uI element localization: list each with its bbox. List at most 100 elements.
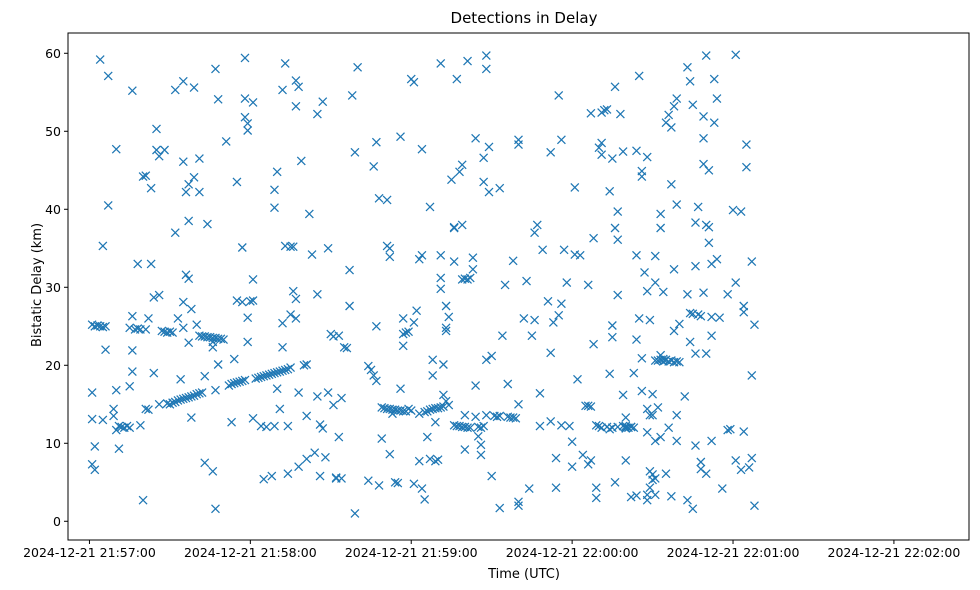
- data-point: [146, 183, 156, 193]
- data-point: [632, 335, 641, 344]
- data-point: [524, 484, 534, 493]
- data-point: [414, 456, 424, 466]
- data-point: [176, 395, 186, 405]
- data-point: [430, 456, 440, 466]
- data-point: [709, 118, 719, 128]
- data-point: [591, 493, 601, 503]
- data-point: [484, 142, 494, 152]
- data-point: [200, 458, 210, 468]
- data-point: [189, 83, 199, 93]
- data-point: [607, 332, 617, 342]
- data-point: [194, 187, 204, 197]
- data-point: [495, 411, 505, 421]
- data-point: [101, 321, 110, 331]
- data-point: [471, 412, 481, 422]
- data-point: [495, 503, 505, 513]
- data-point: [591, 420, 601, 430]
- data-point: [270, 421, 279, 431]
- data-point: [337, 393, 346, 403]
- data-point: [543, 296, 553, 306]
- data-point: [157, 326, 167, 336]
- data-point: [127, 346, 137, 355]
- data-point: [135, 420, 145, 430]
- data-point: [532, 220, 542, 230]
- data-point: [417, 484, 427, 493]
- y-tick-label: 0: [53, 514, 61, 529]
- data-point: [701, 51, 711, 61]
- data-point: [232, 177, 242, 187]
- data-point: [447, 175, 456, 185]
- data-point: [699, 133, 708, 143]
- data-point: [739, 301, 749, 311]
- data-point: [650, 278, 660, 288]
- data-point: [514, 501, 523, 511]
- data-point: [125, 381, 135, 391]
- data-point: [471, 133, 481, 143]
- data-point: [278, 85, 287, 95]
- data-point: [280, 58, 290, 68]
- data-point: [414, 254, 424, 264]
- data-point: [433, 403, 443, 413]
- data-point: [685, 308, 695, 318]
- data-point: [535, 388, 545, 398]
- data-point: [114, 421, 124, 431]
- data-point: [363, 476, 373, 486]
- data-point: [661, 469, 671, 479]
- data-point: [632, 491, 641, 500]
- data-point: [583, 401, 593, 411]
- data-point: [602, 104, 612, 114]
- data-point: [468, 264, 478, 274]
- data-point: [599, 105, 609, 115]
- data-point: [334, 331, 344, 341]
- data-point: [648, 389, 658, 399]
- data-point: [739, 307, 749, 317]
- data-point: [674, 319, 684, 329]
- data-point: [699, 112, 708, 121]
- data-point: [267, 369, 277, 379]
- data-point: [245, 296, 255, 306]
- data-point: [455, 167, 464, 177]
- data-point: [127, 311, 137, 321]
- data-point: [436, 250, 446, 260]
- data-point: [101, 345, 110, 355]
- data-point: [385, 243, 395, 253]
- data-point: [396, 384, 405, 394]
- data-point: [93, 321, 102, 330]
- data-point: [229, 378, 239, 388]
- data-point: [173, 395, 183, 405]
- data-point: [275, 404, 285, 414]
- data-point: [514, 140, 523, 149]
- data-point: [259, 474, 269, 484]
- data-point: [184, 338, 194, 348]
- data-point: [519, 314, 529, 323]
- data-point: [393, 478, 403, 488]
- data-point: [556, 135, 566, 145]
- data-point: [315, 420, 325, 430]
- data-point: [530, 315, 540, 325]
- data-point: [272, 384, 282, 394]
- data-point: [286, 310, 296, 320]
- data-point: [216, 334, 226, 344]
- data-point: [291, 76, 301, 86]
- data-point: [398, 406, 408, 416]
- data-point: [715, 313, 725, 323]
- data-point: [369, 370, 379, 380]
- x-tick-label: 2024-12-21 21:58:00: [184, 545, 317, 560]
- data-point: [406, 406, 416, 415]
- data-point: [345, 301, 355, 311]
- data-point: [597, 150, 607, 160]
- data-point: [334, 432, 344, 442]
- data-point: [465, 273, 475, 283]
- data-point: [371, 321, 381, 331]
- data-point: [642, 286, 652, 296]
- data-point: [339, 342, 349, 352]
- data-point: [240, 94, 250, 103]
- data-point: [291, 101, 301, 111]
- data-point: [286, 242, 296, 252]
- data-point: [170, 397, 180, 407]
- data-point: [693, 202, 703, 212]
- data-point: [551, 483, 561, 493]
- data-point: [460, 410, 470, 420]
- data-point: [530, 228, 540, 238]
- data-point: [559, 245, 569, 255]
